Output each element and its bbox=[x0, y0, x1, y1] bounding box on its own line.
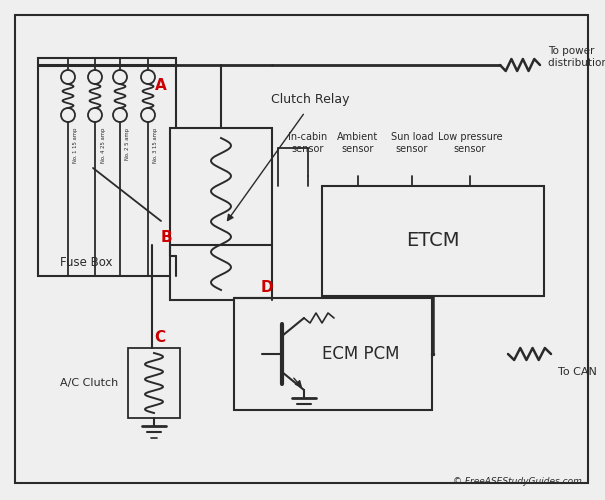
Bar bbox=[128, 348, 180, 418]
Text: A/C Clutch: A/C Clutch bbox=[60, 378, 118, 388]
Bar bbox=[234, 298, 432, 410]
Text: A: A bbox=[155, 78, 167, 94]
Text: Low pressure
sensor: Low pressure sensor bbox=[437, 132, 502, 154]
Text: D: D bbox=[261, 280, 273, 295]
Text: © FreeASEStudyGuides.com: © FreeASEStudyGuides.com bbox=[453, 478, 582, 486]
Text: ECM PCM: ECM PCM bbox=[322, 345, 400, 363]
Text: ETCM: ETCM bbox=[406, 232, 460, 250]
Text: No. 2 5 amp: No. 2 5 amp bbox=[125, 128, 131, 160]
Text: No. 1 15 amp: No. 1 15 amp bbox=[73, 128, 79, 164]
Text: In-cabin
sensor: In-cabin sensor bbox=[289, 132, 328, 154]
Text: B: B bbox=[160, 230, 172, 244]
Text: Clutch Relay: Clutch Relay bbox=[271, 94, 349, 106]
Text: C: C bbox=[154, 330, 166, 345]
Text: Ambient
sensor: Ambient sensor bbox=[338, 132, 379, 154]
Bar bbox=[170, 128, 272, 300]
Text: To power
distribution box: To power distribution box bbox=[548, 46, 605, 68]
Text: No. 3 15 amp: No. 3 15 amp bbox=[154, 128, 159, 163]
Bar bbox=[322, 186, 544, 296]
Text: Sun load
sensor: Sun load sensor bbox=[391, 132, 433, 154]
Text: No. 4 25 amp: No. 4 25 amp bbox=[100, 128, 105, 164]
Text: To CAN: To CAN bbox=[558, 367, 597, 377]
Text: Fuse Box: Fuse Box bbox=[60, 256, 113, 268]
Bar bbox=[38, 58, 176, 276]
